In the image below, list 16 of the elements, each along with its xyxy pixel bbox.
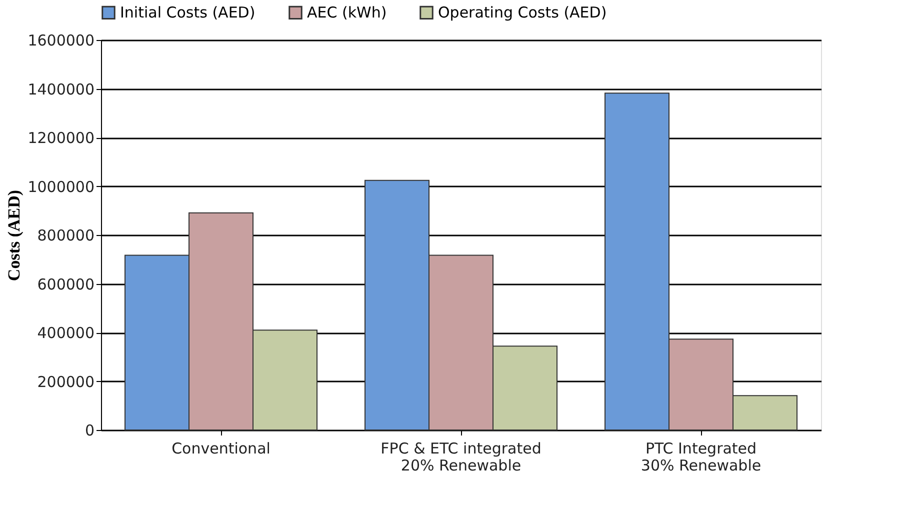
y-tick-label: 1200000 — [28, 129, 94, 147]
y-tick-label: 1400000 — [28, 80, 94, 98]
y-tick-label: 1600000 — [28, 32, 94, 50]
legend-label: Initial Costs (AED) — [120, 4, 256, 22]
y-tick-label: 400000 — [37, 324, 94, 342]
x-tick-label: PTC Integrated 30% Renewable — [640, 440, 762, 474]
y-axis-title: Costs (AED) — [4, 190, 24, 282]
y-tick-label: 600000 — [37, 275, 94, 294]
legend-label: Operating Costs (AED) — [438, 4, 607, 22]
y-tick-label: 200000 — [37, 372, 94, 391]
y-tick-label: 1000000 — [28, 178, 94, 196]
x-tick-label: FPC & ETC integrated 20% Renewable — [380, 440, 542, 474]
x-tick-label: Conventional — [172, 440, 270, 458]
y-tick-label: 800000 — [37, 226, 94, 244]
y-tick-label: 0 — [84, 422, 94, 440]
legend-label: AEC (kWh) — [307, 4, 387, 22]
